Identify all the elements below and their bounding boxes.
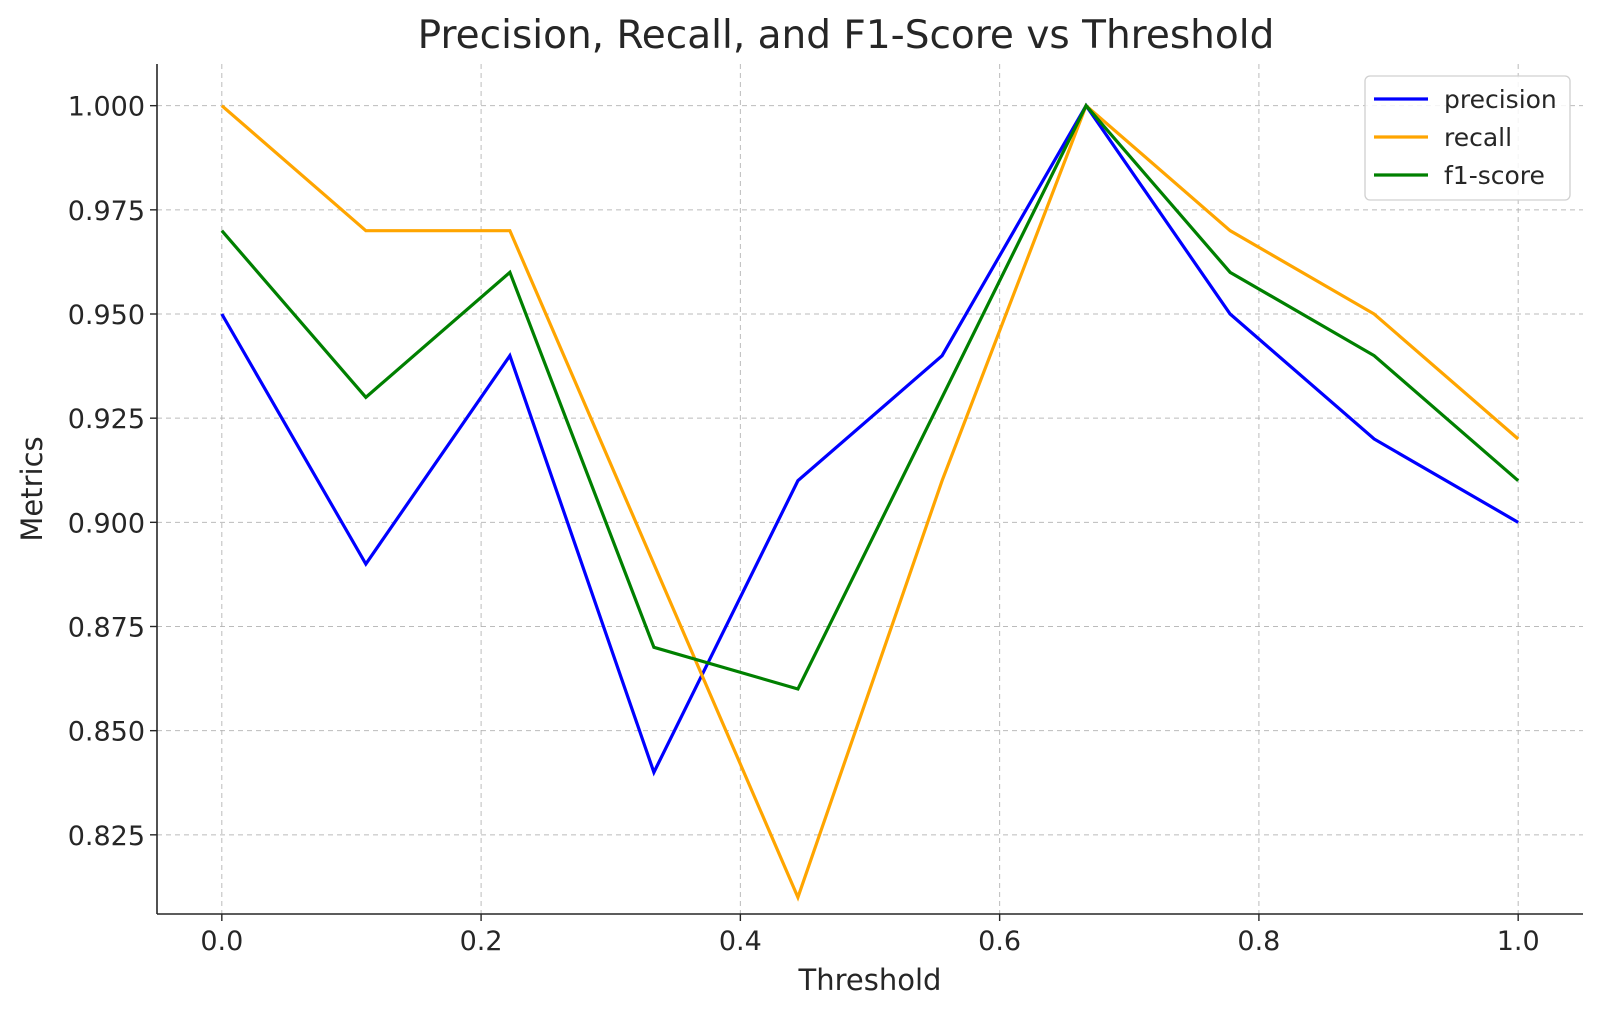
x-axis-label: Threshold <box>798 963 942 997</box>
ticks-layer: 0.0 0.2 0.4 0.6 0.8 1.0 0.825 0.850 0.875 0.900 0.… <box>68 92 1540 957</box>
chart-title: Precision, Recall, and F1-Score vs Thres… <box>418 13 1275 58</box>
x-tick-label: 1.0 <box>1497 926 1540 957</box>
y-tick-label: 0.925 <box>68 404 145 435</box>
y-tick-label: 0.825 <box>68 821 145 852</box>
y-axis-label: Metrics <box>15 436 49 541</box>
x-tick-label: 0.6 <box>978 926 1021 957</box>
y-tick-label: 0.875 <box>68 613 145 644</box>
series-line-f1-score <box>220 102 1520 691</box>
legend-label-f1-score: f1-score <box>1444 161 1545 190</box>
legend-label-precision: precision <box>1444 85 1557 114</box>
x-tick-label: 0.0 <box>200 926 243 957</box>
x-tick-label: 0.2 <box>460 926 503 957</box>
x-tick-label: 0.8 <box>1237 926 1280 957</box>
legend-label-recall: recall <box>1444 123 1512 152</box>
y-tick-label: 1.000 <box>68 92 145 123</box>
series-layer <box>220 102 1520 902</box>
x-tick-label: 0.4 <box>719 926 762 957</box>
legend-box <box>1364 75 1571 201</box>
legend: precision recall f1-score <box>1364 75 1571 201</box>
axes-layer <box>156 64 1583 915</box>
series-line-recall <box>220 102 1520 902</box>
y-tick-label: 0.950 <box>68 300 145 331</box>
series-line-precision <box>220 102 1519 777</box>
y-tick-label: 0.975 <box>68 196 145 227</box>
y-tick-label: 0.900 <box>68 508 145 539</box>
y-tick-label: 0.850 <box>68 717 145 748</box>
